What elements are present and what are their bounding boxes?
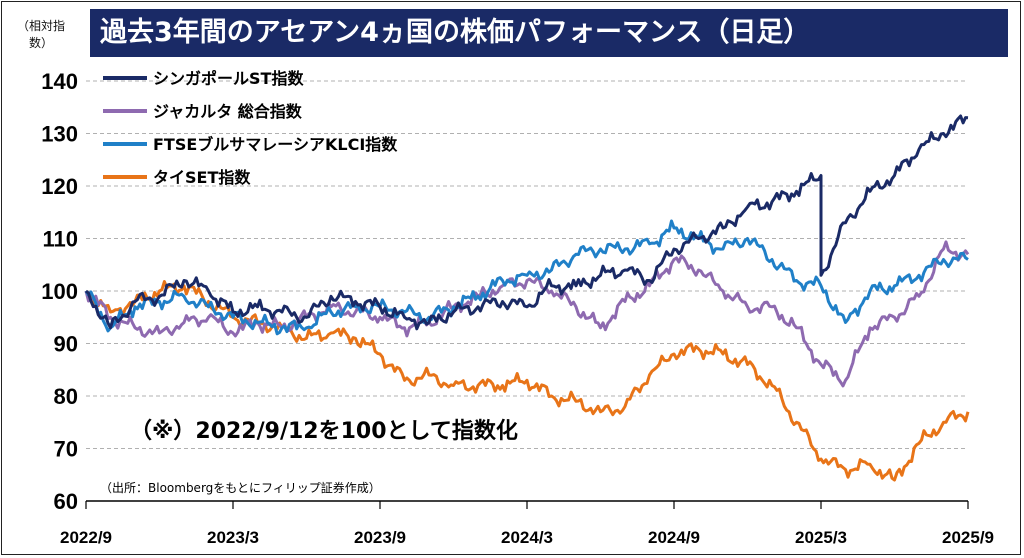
y-tick-label: 130 [41, 122, 78, 147]
legend-label: FTSEブルサマレーシアKLCI指数 [153, 135, 398, 154]
x-tick-label: 2025/3 [795, 528, 847, 547]
chart-title: 過去3年間のアセアン4ヵ国の株価パフォーマンス（日足） [90, 9, 1008, 57]
y-tick-label: 70 [54, 437, 78, 462]
x-tick-label: 2024/9 [648, 528, 700, 547]
y-tick-label: 100 [41, 279, 78, 304]
y-tick-label: 60 [54, 489, 78, 514]
series-line-2 [84, 219, 969, 336]
chart-annotation: （※）2022/9/12を100として指数化 [130, 418, 518, 444]
legend-label: ジャカルタ 総合指数 [153, 102, 303, 121]
gridlines [86, 80, 968, 449]
y-tick-label: 110 [43, 227, 79, 252]
legend-label: シンガポールST指数 [153, 69, 304, 88]
x-tick-label: 2022/9 [60, 528, 112, 547]
axes: 60 70 80 90 100 110 120 130 140 2022/9 2023/3 2023/… [41, 69, 994, 547]
y-tick-label: 140 [41, 69, 78, 94]
legend-label: タイSET指数 [153, 168, 251, 187]
series-line-3 [84, 280, 970, 482]
y-tick-label: 90 [54, 332, 78, 357]
source-note: （出所：Bloombergをもとにフィリップ証券作成） [100, 480, 381, 495]
series-line-0 [85, 114, 969, 331]
y-axis-unit-label: （相対指数） [16, 19, 65, 50]
x-tick-label: 2023/3 [207, 528, 259, 547]
series-line-1 [84, 240, 970, 388]
series-layer [84, 114, 970, 482]
y-tick-label: 80 [54, 384, 78, 409]
x-tick-label: 2024/3 [501, 528, 553, 547]
x-tick-label: 2023/9 [354, 528, 406, 547]
x-tick-label: 2025/9 [942, 528, 994, 547]
y-tick-label: 120 [41, 174, 78, 199]
